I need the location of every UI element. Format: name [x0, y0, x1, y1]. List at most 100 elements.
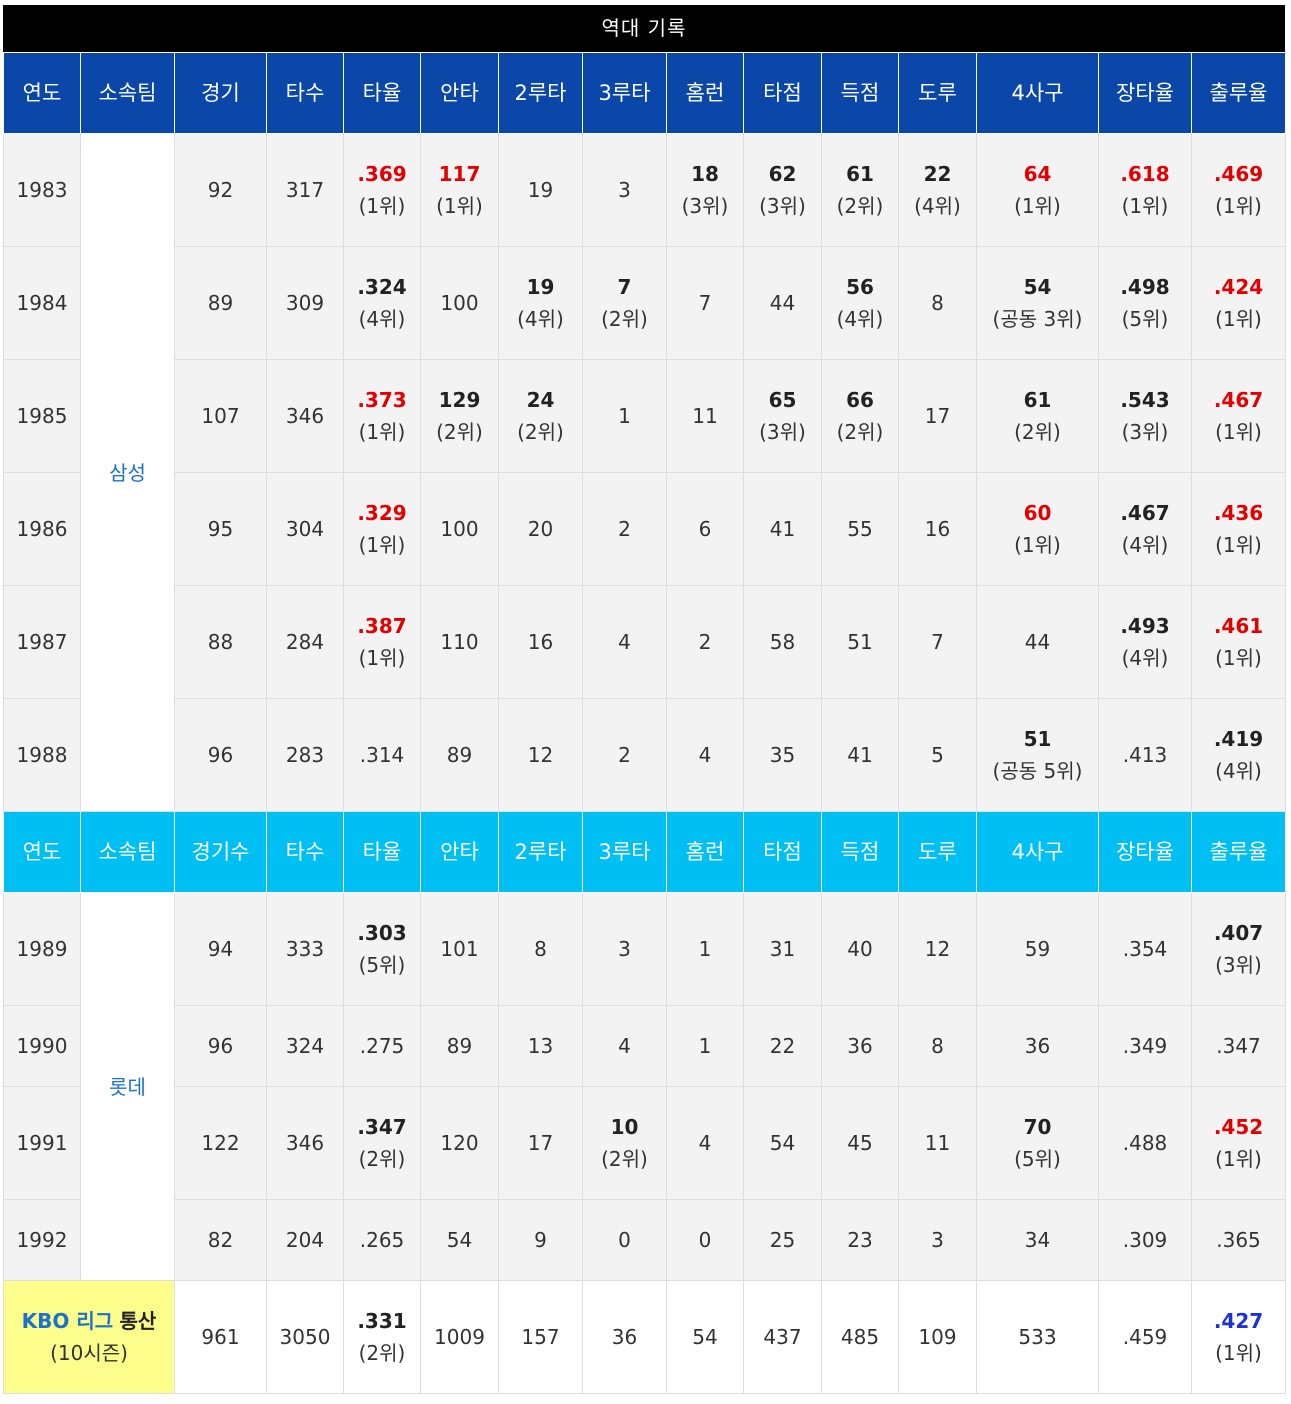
stat-value: .324 — [357, 275, 407, 299]
stat-cell: 3 — [582, 133, 667, 247]
stat-cell: .303 (5위) — [343, 892, 421, 1006]
stat-cell: 11 — [666, 359, 744, 473]
column-header: 경기수 — [174, 811, 267, 893]
stat-cell: 129 (2위) — [420, 359, 499, 473]
table-row: 1985 107 346.373 (1위) 129 (2위) 24 (2위) 1 11 65 (3위)… — [3, 359, 1286, 473]
stat-value: 41 — [847, 743, 873, 767]
stat-cell: 36 — [976, 1005, 1099, 1087]
stat-value: 8 — [534, 937, 547, 961]
stat-value: 4 — [698, 743, 712, 767]
stat-cell: 22 (4위) — [898, 133, 977, 247]
team-cell: 삼성 — [80, 133, 175, 812]
stat-cell: 13 — [498, 1005, 583, 1087]
stat-cell: 92 — [174, 133, 267, 247]
table-row: 1988 96 283 .314 89 12 2 4 35 41 5 51 (공동 5위) .413 .41… — [3, 698, 1286, 812]
stat-value: 19 — [527, 178, 554, 202]
table-row: 1990 96 324 .275 89 13 4 1 22 36 8 36 .349 .347 — [3, 1005, 1286, 1087]
stat-cell: .314 — [343, 698, 421, 812]
stat-cell: 1009 — [420, 1280, 499, 1394]
stat-value: 304 — [285, 517, 325, 541]
column-header: 연도 — [3, 52, 81, 134]
stat-cell: 324 — [266, 1005, 344, 1087]
stat-value: .618 — [1120, 162, 1170, 186]
stat-value: 1 — [618, 404, 631, 428]
stat-rank: (4위) — [1121, 533, 1169, 557]
stat-cell: 7 — [898, 585, 977, 699]
stat-rank: (1위) — [1014, 533, 1061, 557]
stat-cell: 36 — [582, 1280, 667, 1394]
stat-value: 346 — [285, 404, 325, 428]
stat-cell: 59 — [976, 892, 1099, 1006]
stat-cell: 51 — [821, 585, 899, 699]
stat-value: 333 — [285, 937, 325, 961]
stat-value: 51 — [847, 630, 873, 654]
column-header: 2루타 — [498, 811, 583, 893]
stat-cell: 36 — [821, 1005, 899, 1087]
stat-value: 34 — [1024, 1228, 1051, 1252]
stat-rank: (3위) — [759, 420, 806, 444]
stat-cell: 12 — [898, 892, 977, 1006]
stat-cell: 1 — [582, 359, 667, 473]
stat-cell: .324 (4위) — [343, 246, 421, 360]
stat-value: 8 — [931, 291, 944, 315]
stat-cell: 6 — [666, 472, 744, 586]
stat-value: 346 — [285, 1131, 325, 1155]
column-header: 홈런 — [666, 811, 744, 893]
stat-value: 25 — [769, 1228, 796, 1252]
stat-value: 16 — [924, 517, 951, 541]
stat-value: .347 — [357, 1115, 407, 1139]
column-header: 안타 — [420, 52, 499, 134]
stat-cell: 3 — [898, 1199, 977, 1281]
stat-rank: (1위) — [358, 646, 406, 670]
stat-cell: 82 — [174, 1199, 267, 1281]
stat-cell: 16 — [898, 472, 977, 586]
stat-value: 17 — [924, 404, 951, 428]
stat-value: 8 — [931, 1034, 944, 1058]
stat-cell: 89 — [174, 246, 267, 360]
stat-cell: 961 — [174, 1280, 267, 1394]
stat-rank: (4위) — [836, 307, 884, 331]
stat-cell: 5 — [898, 698, 977, 812]
stat-rank: (2위) — [1014, 420, 1061, 444]
stat-rank: (5위) — [358, 953, 406, 977]
stat-value: .543 — [1120, 388, 1170, 412]
stat-value: 3 — [618, 937, 631, 961]
stat-value: 11 — [692, 404, 718, 428]
stat-rank: (1위) — [1014, 194, 1061, 218]
stat-value: 36 — [1024, 1034, 1051, 1058]
stat-value: 13 — [527, 1034, 554, 1058]
stat-cell: 23 — [821, 1199, 899, 1281]
stat-value: 95 — [207, 517, 234, 541]
stat-cell: 11 — [898, 1086, 977, 1200]
stat-value: .461 — [1213, 614, 1264, 638]
stat-cell: 8 — [898, 1005, 977, 1087]
stat-cell: .387 (1위) — [343, 585, 421, 699]
stat-cell: 100 — [420, 472, 499, 586]
stat-cell: 18 (3위) — [666, 133, 744, 247]
stat-cell: 96 — [174, 1005, 267, 1087]
header-row: 연도 소속팀 경기수 타수 타율 안타 2루타 3루타 홈런 타점 득점 도루 4사구 장타율 출루율 — [3, 811, 1286, 893]
table-row: 1987 88 284 .387 (1위) 110 16 4 2 58 51 7 44 .493 (4위).… — [3, 585, 1286, 699]
stat-cell: 45 — [821, 1086, 899, 1200]
stat-rank: (2위) — [436, 420, 483, 444]
stat-cell: 25 — [743, 1199, 822, 1281]
stat-rank: (1위) — [358, 194, 406, 218]
stat-cell: .407 (3위) — [1191, 892, 1286, 1006]
stat-value: 961 — [201, 1325, 240, 1349]
stat-cell: 7 — [666, 246, 744, 360]
column-header: 타수 — [266, 52, 344, 134]
stat-value: .314 — [359, 743, 405, 767]
column-header: 타율 — [343, 811, 421, 893]
stat-value: 533 — [1018, 1325, 1057, 1349]
stat-cell: 437 — [743, 1280, 822, 1394]
stat-cell: 317 — [266, 133, 344, 247]
stat-value: 9 — [534, 1228, 547, 1252]
stat-rank: (1위) — [1215, 194, 1262, 218]
stat-value: 54 — [692, 1325, 718, 1349]
stat-value: .354 — [1122, 937, 1168, 961]
stat-cell: .275 — [343, 1005, 421, 1087]
stat-value: 3050 — [279, 1325, 331, 1349]
stat-value: 7 — [931, 630, 944, 654]
stat-cell: 333 — [266, 892, 344, 1006]
stats-table-container: 역대 기록 연도 소속팀 경기 타수 타율 안타 2루타 3루타 홈런 타점 득점 도루 4사구 장타율 출… — [3, 5, 1286, 1394]
